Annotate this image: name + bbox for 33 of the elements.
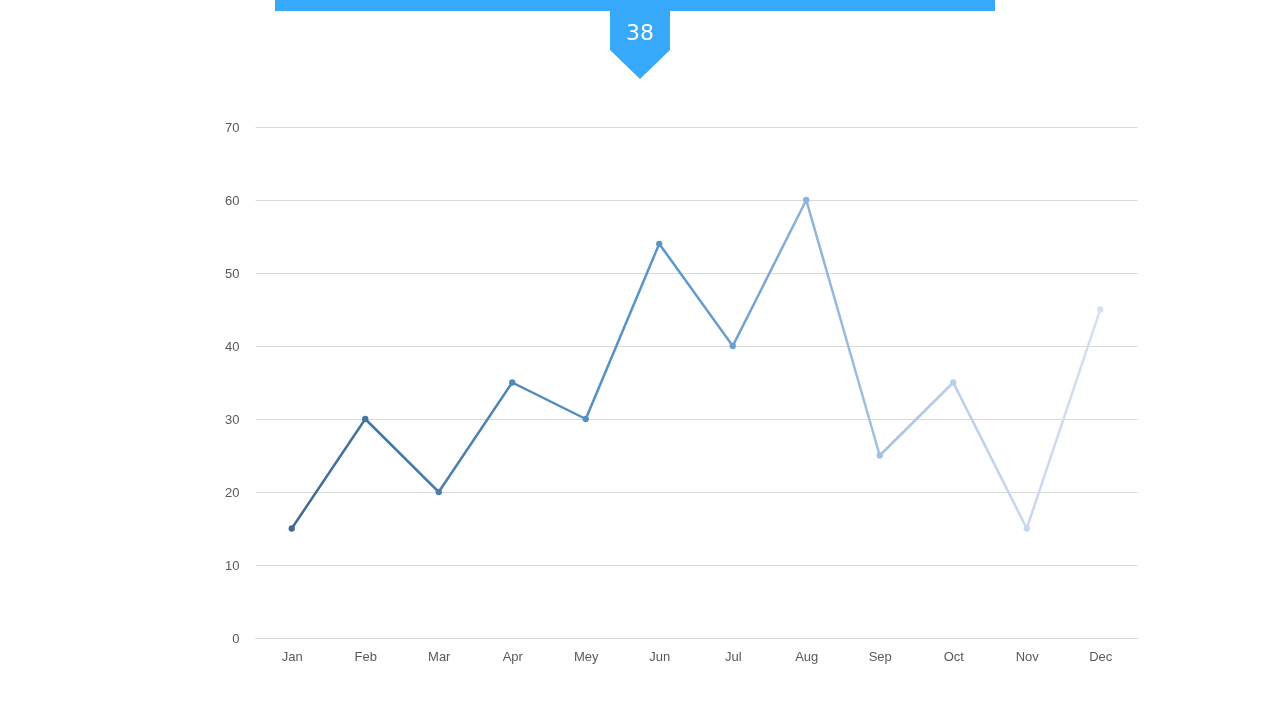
x-tick-label: Feb [354, 648, 377, 664]
point [582, 415, 589, 423]
point [509, 379, 516, 386]
point [950, 379, 957, 386]
y-tick-label: 0 [232, 630, 240, 646]
y-tick-label: 30 [225, 411, 240, 427]
point [876, 452, 883, 459]
x-tick-label: Aug [795, 648, 819, 664]
point [362, 415, 369, 423]
point [1097, 306, 1104, 313]
text: 38 [625, 20, 655, 45]
y-tick-label: 40 [225, 338, 240, 354]
x-tick-label: Jun [649, 648, 671, 664]
x-tick-label: Jul [724, 648, 742, 664]
point [1023, 525, 1030, 532]
point [656, 240, 663, 247]
x-tick-label: Apr [502, 648, 524, 664]
point [729, 342, 736, 350]
point [435, 488, 442, 496]
x-tick-label: Mey [573, 648, 600, 664]
y-tick-label: 10 [225, 557, 240, 573]
x-tick-label: Oct [943, 648, 965, 664]
y-tick-label: 70 [225, 119, 240, 135]
x-tick-label: Sep [868, 648, 892, 664]
y-tick-label: 20 [225, 484, 240, 500]
x-tick-label: Jan [281, 648, 303, 664]
x-tick-label: Nov [1015, 648, 1040, 664]
point [288, 525, 295, 532]
x-tick-label: Mar [428, 648, 452, 664]
point [803, 196, 810, 204]
y-tick-label: 50 [225, 265, 240, 281]
y-tick-label: 60 [225, 192, 240, 208]
x-tick-label: Dec [1089, 648, 1113, 664]
